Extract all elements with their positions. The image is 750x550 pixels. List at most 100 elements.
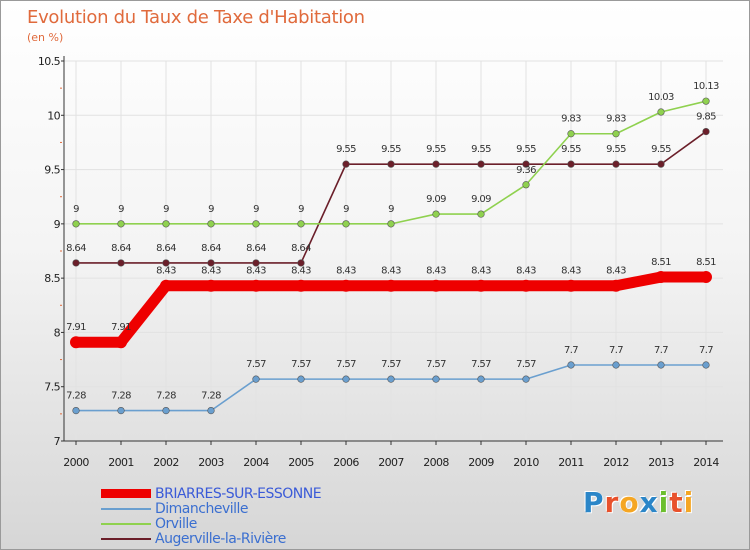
data-label: 7.91	[111, 322, 131, 333]
data-point	[72, 407, 80, 415]
logo-letter: P	[583, 486, 605, 519]
data-point	[475, 279, 487, 292]
y-tick-label: 7.5	[44, 381, 60, 394]
data-label: 8.43	[426, 266, 446, 277]
data-label: 8.43	[246, 266, 266, 277]
data-label: 7.57	[426, 359, 446, 370]
data-label: 7.7	[654, 345, 668, 356]
data-point	[655, 271, 667, 284]
legend-swatch	[101, 489, 151, 498]
x-tick-label: 2014	[693, 456, 719, 469]
data-point	[387, 160, 395, 168]
data-point	[520, 279, 532, 292]
legend-swatch	[101, 537, 151, 540]
data-point	[160, 279, 172, 292]
x-tick-label: 2013	[648, 456, 674, 469]
x-tick-label: 2002	[153, 456, 179, 469]
data-point	[385, 279, 397, 292]
data-label: 9.09	[471, 194, 491, 205]
x-tick-label: 2012	[603, 456, 629, 469]
data-label: 7.57	[246, 359, 266, 370]
data-point	[387, 220, 395, 228]
logo-letter: r	[604, 486, 620, 519]
data-point	[700, 271, 712, 284]
logo-letter: x	[639, 486, 659, 519]
data-label: 9.55	[651, 144, 671, 155]
data-point	[162, 259, 170, 267]
data-label: 8.43	[606, 266, 626, 277]
data-label: 9.55	[561, 144, 581, 155]
data-label: 8.43	[201, 266, 221, 277]
data-point	[430, 279, 442, 292]
data-label: 7.57	[336, 359, 356, 370]
data-label: 9	[208, 204, 214, 215]
data-point	[117, 407, 125, 415]
data-label: 7.7	[564, 345, 578, 356]
chart-title: Evolution du Taux de Taxe d'Habitation	[27, 7, 365, 28]
data-point	[250, 279, 262, 292]
data-label: 8.64	[246, 243, 266, 254]
x-tick-label: 2009	[468, 456, 494, 469]
data-point	[522, 160, 530, 168]
data-point	[567, 130, 575, 138]
legend-item: Augerville-la-Rivière	[101, 531, 321, 547]
data-label: 7.91	[66, 322, 86, 333]
data-point	[610, 279, 622, 292]
data-point	[252, 220, 260, 228]
data-label: 8.64	[156, 243, 176, 254]
data-point	[252, 259, 260, 267]
data-label: 9.36	[516, 165, 536, 176]
data-point	[340, 279, 352, 292]
data-label: 7.57	[381, 359, 401, 370]
x-tick-label: 2003	[198, 456, 224, 469]
data-point	[207, 220, 215, 228]
x-tick-label: 2008	[423, 456, 449, 469]
proxiti-logo: Proxiti	[583, 486, 694, 519]
data-label: 7.57	[516, 359, 536, 370]
legend-label: Orville	[155, 515, 197, 532]
data-label: 9	[298, 204, 304, 215]
data-point	[477, 210, 485, 218]
data-point	[657, 108, 665, 116]
data-point	[657, 361, 665, 369]
data-point	[567, 361, 575, 369]
data-point	[702, 127, 710, 136]
data-label: 9.85	[696, 112, 716, 123]
y-tick-label: 7	[54, 435, 61, 448]
data-label: 9.09	[426, 194, 446, 205]
data-point	[477, 375, 485, 383]
data-point	[612, 130, 620, 138]
data-label: 7.57	[471, 359, 491, 370]
x-tick-label: 2010	[513, 456, 539, 469]
data-label: 8.64	[66, 243, 86, 254]
data-point	[115, 336, 127, 349]
data-label: 9.55	[471, 144, 491, 155]
data-label: 8.43	[381, 266, 401, 277]
y-tick-label: 8.5	[44, 272, 60, 285]
data-point	[72, 220, 80, 228]
data-point	[387, 375, 395, 383]
x-tick-label: 2005	[288, 456, 314, 469]
data-label: 7.7	[609, 345, 623, 356]
data-point	[117, 220, 125, 228]
data-label: 7.28	[156, 391, 176, 402]
data-point	[72, 259, 80, 267]
data-point	[522, 181, 530, 189]
data-point	[432, 210, 440, 218]
data-label: 10.03	[648, 92, 674, 103]
data-label: 8.43	[516, 266, 536, 277]
logo-letter: i	[683, 486, 695, 519]
data-point	[205, 279, 217, 292]
data-label: 9.83	[561, 114, 581, 125]
legend-item: Orville	[101, 515, 321, 532]
legend-item: BRIARRES-SUR-ESSONNE	[101, 486, 322, 502]
x-tick-label: 2006	[333, 456, 359, 469]
data-label: 9	[163, 204, 169, 215]
data-label: 9	[343, 204, 349, 215]
data-point	[70, 336, 82, 349]
data-label: 7.57	[291, 359, 311, 370]
y-tick-label: 9.5	[44, 164, 60, 177]
data-label: 9.55	[426, 144, 446, 155]
